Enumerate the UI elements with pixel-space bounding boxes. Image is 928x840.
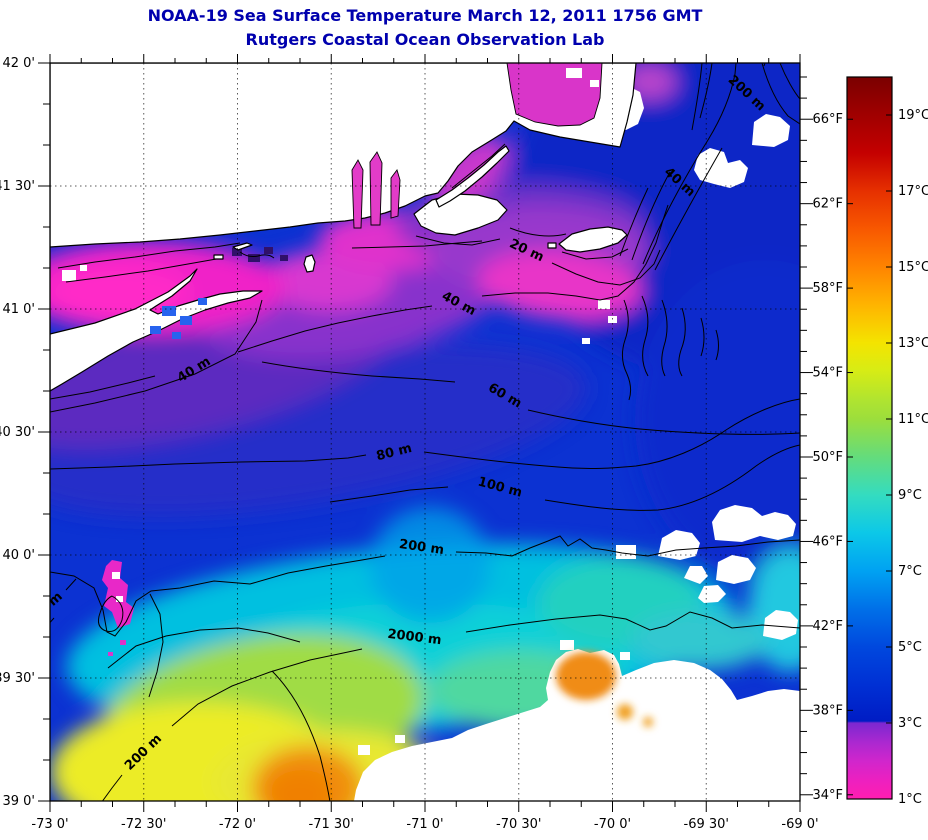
colorbar-fahrenheit-label: 34°F: [812, 788, 843, 803]
narragansett-channel-2: [369, 151, 383, 226]
colorbar-annotations: 66°F 62°F 58°F 54°F 50°F 46°F 42°F 38°F 34°F 19°C…: [800, 76, 928, 807]
y-axis-tick-label: 41 0': [2, 302, 35, 317]
y-axis-tick-label: 40 30': [0, 425, 35, 440]
x-axis-tick-label: -72 30': [121, 817, 166, 832]
warm-eddy: [556, 652, 653, 727]
x-axis-tick-label: -69 0': [781, 817, 818, 832]
speck-layer: [102, 247, 288, 656]
depth-contour-label: 200 m: [398, 537, 445, 558]
y-axis-tick-label: 42 0': [2, 56, 35, 71]
block-island: [303, 254, 316, 273]
nantucket: [558, 226, 628, 253]
elizabeth-islands: [435, 145, 510, 208]
colorbar-celsius-label: 5°C: [898, 640, 922, 655]
colorbar: 66°F 62°F 58°F 54°F 50°F 46°F 42°F 38°F 34°F 19°C…: [800, 76, 928, 807]
peconic-ice-patches: [150, 298, 207, 339]
colorbar-fahrenheit-label: 54°F: [812, 366, 843, 381]
colorbar-celsius-label: 11°C: [898, 412, 928, 427]
colorbar-gradient: [846, 76, 893, 800]
land-layer: [50, 63, 637, 392]
figure-subtitle: Rutgers Coastal Ocean Observation Lab: [245, 30, 605, 49]
estuary-layer: [150, 63, 603, 339]
contour-layer: [50, 63, 800, 801]
cape-cod-bay: [506, 63, 603, 127]
colorbar-celsius-label: 19°C: [898, 108, 928, 123]
x-axis-tick-label: -72 0': [219, 817, 256, 832]
y-axis-tick-label: 39 30': [0, 671, 35, 686]
colorbar-fahrenheit-label: 58°F: [812, 281, 843, 296]
plum-island: [213, 254, 224, 260]
colorbar-celsius-label: 1°C: [898, 792, 922, 807]
colorbar-fahrenheit-label: 50°F: [812, 450, 843, 465]
axes-layer: -73 0' -72 30' -72 0' -71 30' -71 0' -70 30' -…: [0, 54, 819, 832]
cloud-layer: [62, 86, 800, 801]
narragansett-channel-3: [390, 169, 401, 219]
colorbar-celsius-label: 13°C: [898, 336, 928, 351]
y-axis-tick-label: 41 30': [0, 179, 35, 194]
colorbar-fahrenheit-label: 46°F: [812, 534, 843, 549]
x-axis-tick-label: -71 30': [309, 817, 354, 832]
figure-title: NOAA-19 Sea Surface Temperature March 12…: [147, 6, 703, 25]
depth-contour-label: 2000 m: [387, 627, 443, 649]
colorbar-celsius-label: 17°C: [898, 184, 928, 199]
x-axis-tick-label: -71 0': [406, 817, 443, 832]
colorbar-fahrenheit-label: 38°F: [812, 703, 843, 718]
colorbar-fahrenheit-label: 42°F: [812, 619, 843, 634]
x-axis-tick-label: -70 30': [496, 817, 541, 832]
x-axis-tick-label: -73 0': [31, 817, 68, 832]
x-axis-tick-label: -69 30': [684, 817, 729, 832]
mainland-coast: [50, 63, 637, 248]
colorbar-fahrenheit-label: 62°F: [812, 197, 843, 212]
colorbar-celsius-label: 9°C: [898, 488, 922, 503]
narragansett-channel-1: [351, 159, 364, 229]
tuckernuck: [547, 242, 557, 249]
y-axis-tick-label: 39 0': [2, 794, 35, 809]
colorbar-celsius-label: 3°C: [898, 716, 922, 731]
y-axis-tick-label: 40 0': [2, 548, 35, 563]
x-axis-tick-label: -70 0': [594, 817, 631, 832]
colorbar-celsius-label: 15°C: [898, 260, 928, 275]
colorbar-fahrenheit-label: 66°F: [812, 112, 843, 127]
graticule-layer: [50, 63, 800, 801]
colorbar-celsius-label: 7°C: [898, 564, 922, 579]
